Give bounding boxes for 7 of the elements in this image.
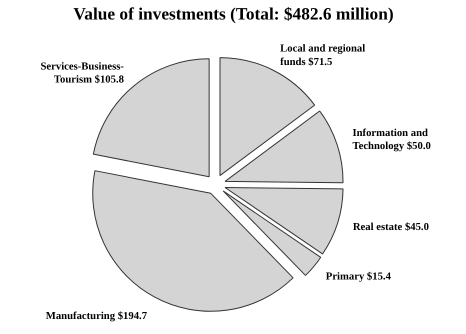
slice-label: Information and Technology $50.0 [352, 128, 431, 152]
chart-title: Value of investments (Total: $482.6 million) [73, 4, 394, 24]
slice-label: Primary $15.4 [326, 272, 392, 283]
slice-label: Real estate $45.0 [352, 222, 429, 234]
slice-label: Services-Business-Tourism $105.8 [40, 61, 124, 86]
slice-label: Manufacturing $194.7 [46, 311, 148, 322]
slice-label: Local and regional funds $71.5 [280, 44, 366, 68]
